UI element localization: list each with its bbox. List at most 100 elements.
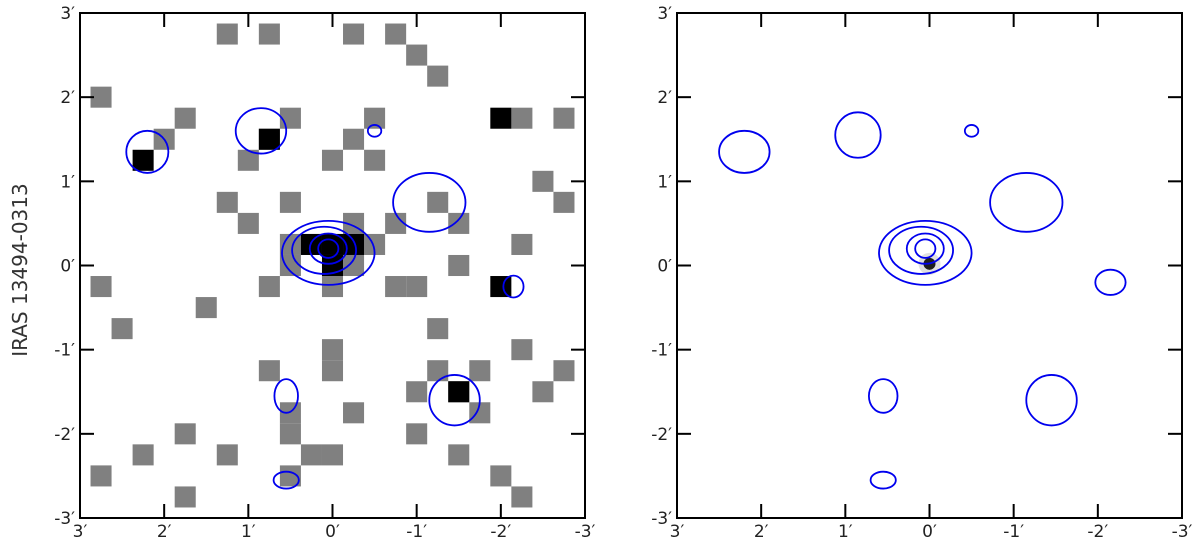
panel-right: 3′ 3′ 2′ 2′ 1′ 1′ 0′ 0′ -1′ -1′ -2′ -2′ -3′ -3′ [651, 4, 1192, 542]
panel-left: 3′ 3′ 2′ 2′ 1′ 1′ 0′ 0′ -1′ -1′ -2′ -2′ -3′ -3′ [54, 4, 595, 542]
x-tick-label: -1′ [1003, 522, 1024, 542]
gray-pixel [469, 402, 491, 424]
y-tick-label: -3′ [54, 509, 75, 529]
gray-pixel [427, 360, 449, 382]
gray-pixel [448, 444, 470, 466]
contour [317, 238, 340, 259]
plot-area [718, 111, 1127, 490]
x-tick-label: -2′ [1087, 522, 1108, 542]
y-tick-label: -3′ [651, 509, 672, 529]
x-tick-label: -2′ [490, 522, 511, 542]
gray-pixel [406, 381, 428, 403]
contour [989, 172, 1064, 233]
gray-pixel [258, 360, 280, 382]
gray-pixel [321, 339, 344, 361]
contour [392, 172, 467, 233]
gray-pixel [90, 276, 112, 298]
contour [905, 232, 945, 265]
gray-pixel [427, 318, 449, 340]
gray-pixel [511, 339, 533, 361]
contour [1094, 268, 1127, 296]
gray-pixel [216, 23, 238, 45]
x-tick-label: 1′ [838, 522, 853, 542]
gray-pixel [490, 465, 512, 487]
y-tick-label: -1′ [651, 341, 672, 361]
gray-pixel [427, 191, 449, 213]
black-pixel [321, 254, 344, 277]
x-tick-label: -3′ [575, 522, 596, 542]
gray-pixel [385, 276, 407, 298]
contour [914, 238, 937, 259]
gray-pixel [406, 44, 428, 66]
black-pixel [343, 233, 365, 255]
gray-pixel [321, 444, 344, 466]
contour [273, 378, 299, 414]
gray-pixel [195, 297, 217, 319]
gray-pixel [258, 23, 280, 45]
gray-pixel [343, 128, 365, 150]
gray-pixel [321, 276, 344, 298]
gray-pixel [90, 86, 112, 108]
gray-pixel [216, 444, 238, 466]
gray-pixel [448, 254, 470, 277]
contour [291, 225, 357, 275]
gray-pixel [364, 107, 386, 129]
contour [867, 378, 899, 414]
gray-pixel [111, 318, 133, 340]
gray-pixel [237, 212, 259, 234]
gray-pixel [321, 149, 344, 171]
gray-pixel [385, 212, 407, 234]
x-tick-label: -1′ [406, 522, 427, 542]
black-pixel [490, 107, 512, 129]
gray-pixel [553, 191, 575, 213]
y-tick-label: 3′ [60, 4, 75, 24]
x-tick-label: 1′ [241, 522, 256, 542]
plot-area [90, 23, 575, 508]
gray-pixel [258, 276, 280, 298]
gray-pixel [553, 107, 575, 129]
y-tick-label: 2′ [60, 88, 75, 108]
black-pixel [448, 381, 470, 403]
x-tick-label: 2′ [754, 522, 769, 542]
y-tick-label: 1′ [60, 172, 75, 192]
contour [869, 470, 897, 490]
contour [125, 129, 170, 174]
y-tick-label: -2′ [651, 425, 672, 445]
x-tick-label: 0′ [922, 522, 937, 542]
gray-pixel [174, 486, 196, 508]
gray-pixel [511, 233, 533, 255]
contour [718, 129, 771, 174]
gray-pixel [174, 423, 196, 445]
gray-pixel [427, 65, 449, 87]
contour [834, 111, 882, 159]
gray-pixel [406, 276, 428, 298]
y-tick-label: -1′ [54, 341, 75, 361]
contour [888, 225, 954, 275]
gray-pixel [511, 486, 533, 508]
x-tick-label: 3′ [670, 522, 685, 542]
gray-pixel [237, 149, 259, 171]
y-tick-label: 2′ [657, 88, 672, 108]
contour [428, 374, 481, 427]
contour [366, 124, 383, 138]
gray-pixel [364, 149, 386, 171]
black-pixel [258, 128, 280, 150]
contour [878, 219, 973, 286]
gray-pixel [343, 23, 365, 45]
gray-pixel [532, 381, 554, 403]
y-tick-label: 3′ [657, 4, 672, 24]
gray-pixel [300, 444, 322, 466]
gray-pixel [279, 465, 301, 487]
gray-pixel [279, 191, 301, 213]
black-pixel [490, 276, 512, 298]
gray-pixel [553, 360, 575, 382]
y-tick-label: 0′ [657, 257, 672, 277]
gray-pixel [406, 423, 428, 445]
gray-pixel [511, 107, 533, 129]
gray-pixel [385, 23, 407, 45]
gray-pixel [532, 170, 554, 192]
gray-pixel [279, 423, 301, 445]
gray-pixel [343, 254, 365, 277]
y-tick-label: 1′ [657, 172, 672, 192]
